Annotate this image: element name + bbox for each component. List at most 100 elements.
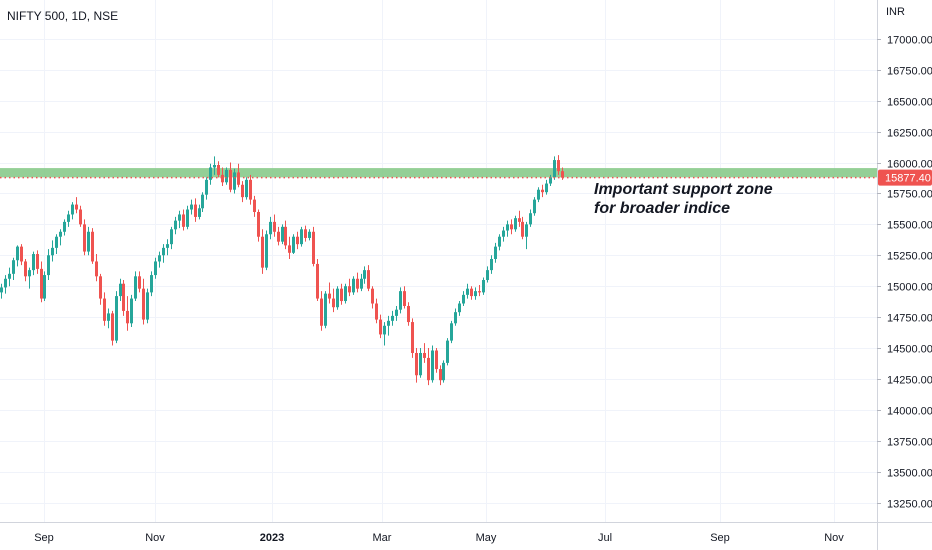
candle: [407, 302, 410, 326]
candle: [115, 291, 118, 344]
candle: [537, 187, 540, 203]
y-tick-label: 16500.00: [887, 97, 932, 109]
x-tick-label: Sep: [34, 532, 54, 544]
candle: [533, 197, 536, 216]
candle: [24, 258, 27, 282]
candle: [150, 271, 153, 297]
candle: [87, 226, 90, 256]
candle: [28, 267, 31, 289]
candle: [205, 177, 208, 200]
y-tick-label: 17000.00: [887, 35, 932, 47]
candle: [356, 272, 359, 293]
candle: [545, 179, 548, 195]
candle: [12, 257, 15, 281]
y-tick-label: 13750.00: [887, 437, 932, 449]
candle: [371, 286, 374, 309]
candle: [4, 275, 7, 294]
candle: [308, 229, 311, 241]
candle: [328, 282, 331, 304]
candle: [502, 226, 505, 242]
candle: [170, 226, 173, 250]
candle: [462, 291, 465, 306]
candle: [446, 338, 449, 366]
candle: [431, 345, 434, 383]
x-tick-label: Mar: [373, 532, 392, 544]
candle: [107, 308, 110, 329]
candle: [557, 155, 560, 175]
candle: [233, 168, 236, 194]
y-tick-label: 15000.00: [887, 282, 932, 294]
candle: [454, 308, 457, 326]
y-tick-label: 16250.00: [887, 128, 932, 140]
x-tick-label: 2023: [260, 532, 284, 544]
candle: [213, 156, 216, 175]
x-tick-label: Nov: [824, 532, 844, 544]
candle: [174, 216, 177, 235]
y-tick-label: 14000.00: [887, 406, 932, 418]
candle: [478, 284, 481, 297]
candle: [119, 278, 122, 302]
candle: [158, 251, 161, 268]
candle: [494, 242, 497, 263]
candle: [198, 204, 201, 220]
candle: [51, 240, 54, 262]
candle: [466, 283, 469, 299]
candle: [450, 320, 453, 344]
candle: [419, 348, 422, 378]
candle: [130, 294, 133, 328]
candle: [435, 348, 438, 373]
candle: [71, 202, 74, 220]
candle: [43, 271, 46, 302]
candle: [336, 286, 339, 310]
annotation-text: Important support zone for broader indic…: [594, 180, 773, 218]
candle: [0, 283, 3, 299]
x-tick-label: Sep: [710, 532, 730, 544]
candle: [304, 225, 307, 242]
candle: [201, 192, 204, 212]
current-price-badge: 15877.40: [878, 169, 932, 186]
candle: [474, 287, 477, 300]
candle: [521, 216, 524, 240]
time-axis[interactable]: Sep Nov 2023 Mar May Jul Sep Nov: [0, 522, 932, 545]
candle: [363, 266, 366, 284]
x-tick-label: Jul: [598, 532, 612, 544]
price-axis[interactable]: 13250.00 13500.00 13750.00 14000.00 14250.00…: [877, 0, 932, 550]
candle: [103, 292, 106, 326]
y-tick-label: 16750.00: [887, 66, 932, 78]
candle: [423, 343, 426, 363]
candle: [217, 161, 220, 178]
candle: [375, 298, 378, 324]
candle: [292, 234, 295, 255]
candle: [360, 273, 363, 292]
candle: [253, 195, 256, 217]
candle: [111, 310, 114, 346]
candle: [316, 258, 319, 302]
candle: [40, 261, 43, 303]
candle: [525, 221, 528, 250]
candle: [59, 229, 62, 246]
candle: [83, 219, 86, 256]
candle: [91, 228, 94, 264]
candle: [391, 310, 394, 326]
candle: [395, 305, 398, 321]
candle: [134, 271, 137, 302]
candle: [178, 210, 181, 229]
candle: [411, 318, 414, 358]
candle: [300, 226, 303, 247]
candle: [95, 254, 98, 282]
candle: [16, 245, 19, 267]
candle: [241, 181, 244, 203]
candle: [8, 267, 11, 287]
candle: [99, 273, 102, 305]
symbol-title[interactable]: NIFTY 500, 1D, NSE: [7, 9, 119, 23]
annotation-line-1: Important support zone: [594, 181, 773, 198]
candle: [47, 249, 50, 281]
candle: [182, 209, 185, 231]
grid: [0, 0, 877, 522]
candle: [281, 224, 284, 245]
candle: [190, 199, 193, 215]
candle: [490, 255, 493, 274]
candle: [367, 265, 370, 292]
y-tick-label: 14500.00: [887, 344, 932, 356]
